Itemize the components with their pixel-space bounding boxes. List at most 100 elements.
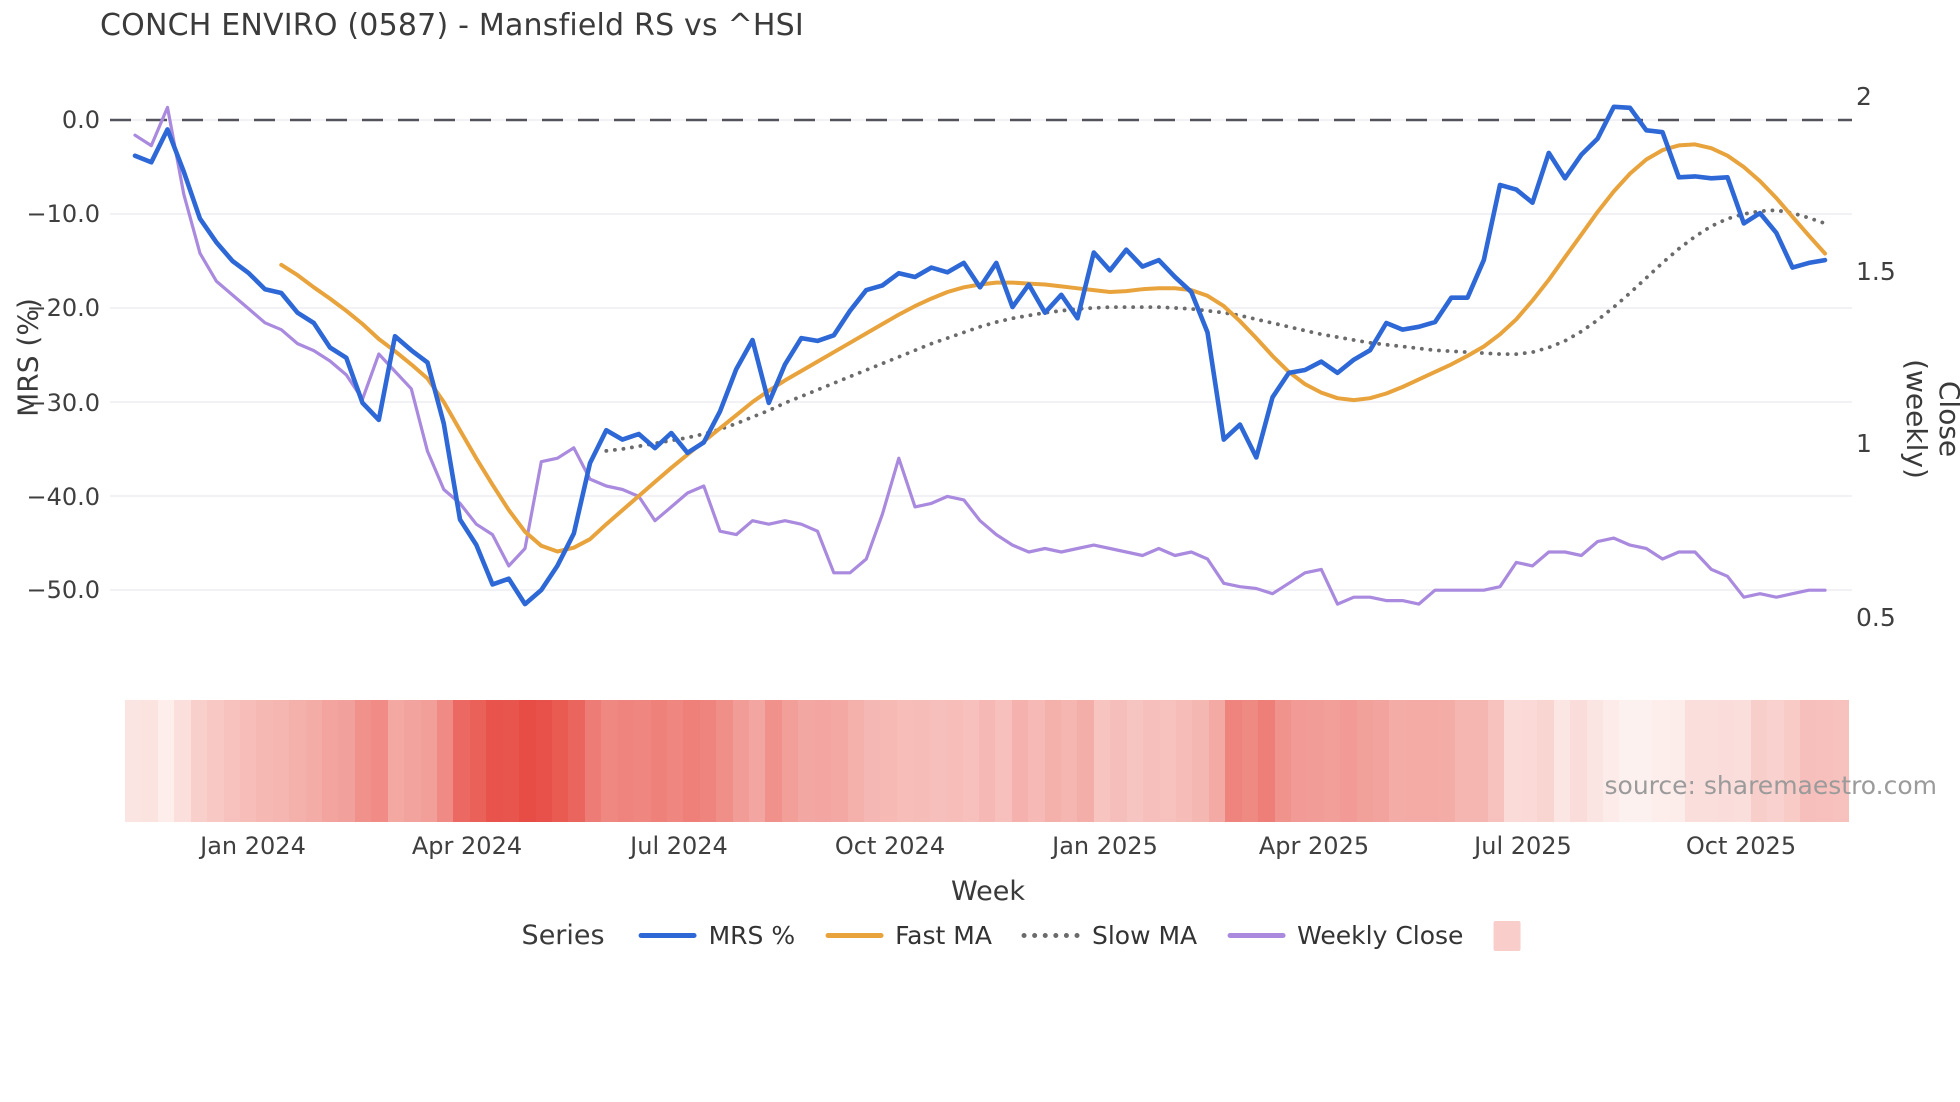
chart-title: CONCH ENVIRO (0587) - Mansfield RS vs ^H…	[100, 8, 804, 43]
heatmap-cell	[1800, 700, 1817, 822]
heatmap-cell	[1356, 700, 1374, 822]
legend-item-label: Slow MA	[1091, 921, 1198, 950]
heatmap-cell	[239, 700, 257, 822]
y-right-tick-label: 1.5	[1856, 257, 1896, 286]
heatmap-cell	[1093, 700, 1111, 822]
heatmap-cell	[634, 700, 651, 822]
fast-ma-line-swatch-icon	[825, 933, 884, 938]
y-left-tick-label: −40.0	[26, 483, 100, 511]
x-tick-label: Oct 2025	[1685, 832, 1797, 860]
heatmap-cell	[469, 700, 487, 822]
heatmap-cell	[1274, 700, 1291, 822]
heatmap-cell	[1783, 700, 1801, 822]
heatmap-cell	[1701, 700, 1718, 822]
heatmap-cell	[551, 700, 569, 822]
heatmap-cell	[1438, 700, 1456, 822]
heatmap-cell	[831, 700, 848, 822]
y-left-tick-label: −30.0	[26, 389, 100, 417]
heatmap-cell	[1816, 700, 1833, 822]
y-right-axis-title: Close (weekly)	[1900, 359, 1960, 479]
heatmap-cell	[732, 700, 750, 822]
heatmap-cell	[322, 700, 339, 822]
weekly-close-line	[133, 105, 1827, 606]
heatmap-cell	[404, 700, 421, 822]
legend-item-mrs[interactable]: MRS %	[638, 921, 796, 950]
heatmap-cell	[568, 700, 585, 822]
heatmap-cell	[1619, 700, 1636, 822]
y-left-tick-label: −10.0	[26, 200, 100, 228]
heatmap-cell	[141, 700, 158, 822]
heatmap-cell	[798, 700, 815, 822]
heatmap-cell	[453, 700, 470, 822]
legend-item-slow-ma[interactable]: Slow MA	[1021, 921, 1198, 950]
legend-item-label: MRS %	[708, 921, 796, 950]
heatmap-cell	[1061, 700, 1078, 822]
heatmap-cell	[1126, 700, 1144, 822]
heatmap-cell	[519, 700, 536, 822]
heatmap-cell	[584, 700, 602, 822]
heatmap-cell	[814, 700, 832, 822]
heatmap-cell	[272, 700, 290, 822]
heatmap-cell	[1734, 700, 1751, 822]
heatmap-cell	[1520, 700, 1538, 822]
heatmap-cell	[1110, 700, 1127, 822]
heatmap-cell	[1389, 700, 1406, 822]
heatmap-cell	[1488, 700, 1505, 822]
heatmap-cell	[962, 700, 979, 822]
heatmap-cell	[1044, 700, 1062, 822]
heatmap-cell	[1455, 700, 1472, 822]
heatmap-cell	[371, 700, 388, 822]
heatmap-cell	[437, 700, 454, 822]
heatmap-cell	[1685, 700, 1702, 822]
heatmap-cell	[1717, 700, 1735, 822]
heatmap-strip	[125, 700, 1850, 822]
x-tick-label: Apr 2025	[1258, 832, 1370, 860]
heatmap-cell	[1570, 700, 1587, 822]
heatmap-cell	[781, 700, 799, 822]
heatmap-cell	[190, 700, 208, 822]
heatmap-cell	[1028, 700, 1045, 822]
heatmap-cell	[716, 700, 733, 822]
heatmap-cell	[486, 700, 503, 822]
heatmap-cell	[1208, 700, 1226, 822]
heatmap-cell	[749, 700, 766, 822]
heatmap-cell	[978, 700, 996, 822]
legend-item-weekly-close[interactable]: Weekly Close	[1227, 921, 1463, 950]
legend-item-fast-ma[interactable]: Fast MA	[825, 921, 992, 950]
legend-item-label: Weekly Close	[1297, 921, 1464, 950]
weekly-close-line-swatch-icon	[1227, 933, 1286, 938]
heatmap-cell	[1143, 700, 1160, 822]
heatmap-cell	[354, 700, 372, 822]
heatmap-cell	[880, 700, 897, 822]
y-right-tick-label: 2	[1856, 82, 1872, 111]
heatmap-cell	[1602, 700, 1620, 822]
heatmap-cell	[1258, 700, 1275, 822]
heatmap-cell	[896, 700, 914, 822]
heatmap-cell	[1537, 700, 1554, 822]
heatmap-cell	[1832, 700, 1850, 822]
slow-ma-dotted-swatch-icon	[1021, 933, 1080, 938]
heatmap-cell	[1176, 700, 1193, 822]
heatmap-cell	[1192, 700, 1209, 822]
legend: Series MRS % Fast MA Slow MA Weekly Clos…	[522, 920, 1521, 951]
y-left-tick-label: −50.0	[26, 576, 100, 604]
heatmap-cell	[157, 700, 175, 822]
heatmap-cell	[1307, 700, 1324, 822]
heatmap-cell	[1323, 700, 1341, 822]
heatmap-cell	[1225, 700, 1242, 822]
heatmap-cell	[946, 700, 963, 822]
heatmap-cell	[1668, 700, 1686, 822]
mrs--line	[132, 104, 1828, 607]
heatmap-cell	[1767, 700, 1784, 822]
heatmap-cell	[929, 700, 947, 822]
heatmap-cell	[125, 700, 142, 822]
heatmap-cell	[207, 700, 224, 822]
heatmap-cell	[1290, 700, 1308, 822]
heatmap-cell	[1159, 700, 1176, 822]
heatmap-cell	[601, 700, 618, 822]
heatmap-cell	[1011, 700, 1029, 822]
legend-title: Series	[521, 920, 605, 951]
heatmap-legend-swatch-icon[interactable]	[1493, 920, 1521, 951]
heatmap-cell	[1750, 700, 1768, 822]
